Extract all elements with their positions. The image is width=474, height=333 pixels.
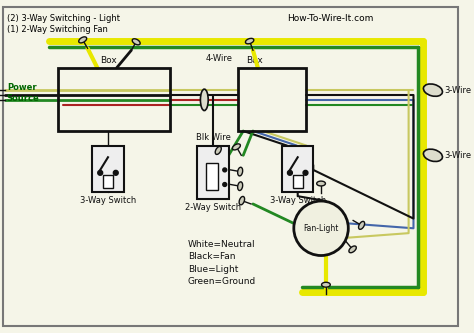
Text: (2) 3-Way Switching - Light
(1) 2-Way Switching Fan: (2) 3-Way Switching - Light (1) 2-Way Sw… [7, 14, 120, 34]
Ellipse shape [358, 221, 365, 229]
Bar [198, 146, 228, 199]
Text: 3-Way Switch: 3-Way Switch [80, 196, 136, 205]
Text: Blk Wire: Blk Wire [196, 133, 230, 142]
Circle shape [223, 182, 227, 186]
Text: White=Neutral
Black=Fan
Blue=Light
Green=Ground: White=Neutral Black=Fan Blue=Light Green… [188, 240, 256, 286]
Text: Box: Box [100, 56, 118, 65]
Text: Fan-Light: Fan-Light [303, 224, 339, 233]
Text: 3-Wire: 3-Wire [445, 151, 472, 160]
Ellipse shape [215, 147, 221, 155]
Ellipse shape [423, 84, 442, 96]
Text: Box: Box [246, 56, 263, 65]
Text: How-To-Wire-It.com: How-To-Wire-It.com [287, 14, 374, 23]
Ellipse shape [132, 39, 140, 45]
Circle shape [294, 201, 348, 255]
Text: 2-Way Switch: 2-Way Switch [185, 203, 241, 212]
Text: 4-Wire: 4-Wire [205, 54, 232, 63]
Ellipse shape [423, 149, 442, 162]
Circle shape [288, 170, 292, 175]
Circle shape [303, 170, 308, 175]
Ellipse shape [79, 37, 87, 43]
Ellipse shape [237, 167, 243, 176]
Bar [206, 163, 218, 190]
Ellipse shape [246, 38, 254, 44]
Circle shape [98, 170, 103, 175]
Circle shape [223, 168, 227, 172]
Ellipse shape [317, 181, 326, 186]
Ellipse shape [232, 144, 240, 150]
Text: 3-Wire: 3-Wire [445, 86, 472, 95]
Bar [238, 68, 307, 131]
Circle shape [113, 170, 118, 175]
Bar [58, 68, 170, 131]
Ellipse shape [349, 246, 356, 253]
Bar [103, 175, 113, 188]
Text: Power
Source: Power Source [7, 83, 39, 103]
Bar [92, 146, 124, 192]
Ellipse shape [239, 196, 245, 205]
Text: 3-Way Switch: 3-Way Switch [270, 196, 326, 205]
Bar [282, 146, 313, 192]
Ellipse shape [237, 182, 243, 190]
Bar [293, 175, 302, 188]
Ellipse shape [321, 282, 330, 287]
Ellipse shape [201, 89, 208, 111]
